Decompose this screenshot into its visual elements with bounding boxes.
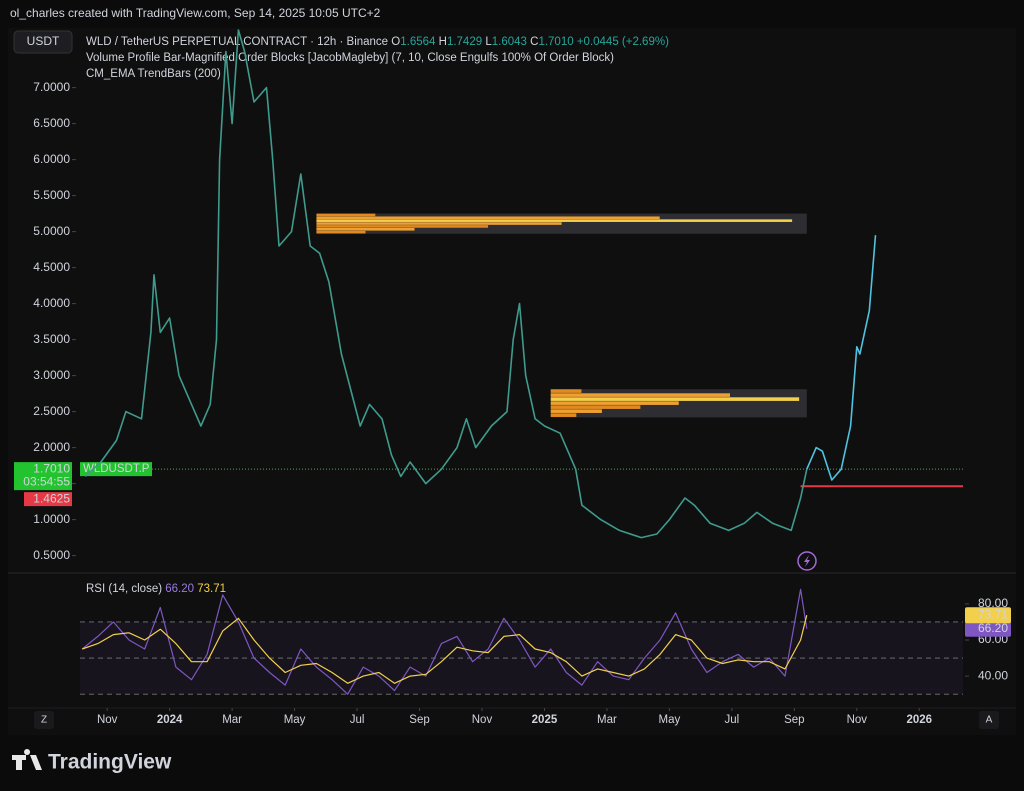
rsi-readout: 66.20 bbox=[165, 583, 194, 595]
readout-badge bbox=[965, 607, 1011, 624]
indicator-label: CM_EMA TrendBars (200) bbox=[86, 68, 221, 80]
profile-bar bbox=[550, 413, 577, 417]
ohlc-value: 1.6564 bbox=[400, 36, 436, 48]
y-tick-label: 3.0000 bbox=[33, 368, 70, 382]
x-tick-label: Mar bbox=[597, 714, 617, 726]
currency-button[interactable] bbox=[13, 30, 73, 54]
rsi-legend: RSI (14, close) 66.20 73.71 bbox=[86, 583, 226, 595]
x-tick-label: May bbox=[659, 714, 681, 726]
logo: TradingView bbox=[12, 749, 172, 774]
profile-bar bbox=[550, 401, 679, 405]
readout-badge-label: 66.20 bbox=[978, 621, 1008, 635]
series-line bbox=[81, 588, 808, 695]
series-line bbox=[82, 615, 808, 684]
ohlc-value: 1.7010 bbox=[538, 36, 573, 48]
profile-bar bbox=[316, 222, 562, 225]
logo-text: TradingView bbox=[48, 751, 172, 774]
profile-bar bbox=[316, 216, 660, 220]
change: +0.0445 (+2.69%) bbox=[577, 36, 669, 48]
x-tick-label: Jul bbox=[725, 714, 740, 726]
y-tick-label: 4.0000 bbox=[33, 296, 70, 310]
ohlc-key: C bbox=[530, 36, 538, 48]
x-tick-label: Jul bbox=[350, 714, 365, 726]
chart-panel bbox=[8, 28, 1016, 735]
y-tick-label: 5.5000 bbox=[33, 188, 70, 202]
y-tick-label: 40.00 bbox=[978, 668, 1008, 682]
profile-bar bbox=[316, 228, 415, 231]
y-tick-label: 2.5000 bbox=[33, 404, 70, 418]
x-tick-label: Sep bbox=[409, 714, 429, 726]
x-tick-label: May bbox=[284, 714, 306, 726]
y-tick-label: 7.0000 bbox=[33, 80, 70, 94]
y-tick-label: 4.5000 bbox=[33, 260, 70, 274]
readout-badge-label: 73.71 bbox=[978, 607, 1008, 621]
profile-bar bbox=[316, 213, 376, 217]
currency-button-label[interactable]: USDT bbox=[27, 34, 60, 48]
x-tick-label: 2026 bbox=[906, 714, 932, 726]
axis-button-label[interactable]: A bbox=[986, 715, 993, 726]
x-tick-label: Nov bbox=[847, 714, 868, 726]
profile-bar bbox=[550, 397, 800, 401]
alert-circle bbox=[797, 551, 817, 571]
symbol-tag-label: WLDUSDT.P bbox=[83, 463, 150, 475]
alert-bolt bbox=[804, 555, 810, 567]
profile-bar bbox=[316, 225, 489, 228]
ohlc-value: 1.6043 bbox=[492, 36, 527, 48]
x-tick-label: Mar bbox=[222, 714, 242, 726]
y-tick-label: 6.5000 bbox=[33, 116, 70, 130]
indicator-label: Volume Profile Bar-Magnified Order Block… bbox=[86, 52, 614, 64]
ohlc-key: H bbox=[439, 36, 447, 48]
profile-bar bbox=[550, 389, 582, 393]
profile-bar bbox=[316, 230, 366, 234]
stop-badge bbox=[24, 492, 72, 507]
last-price-label: 1.7010 bbox=[33, 461, 70, 475]
y-tick-label: 6.0000 bbox=[33, 152, 70, 166]
last-price-badge bbox=[14, 462, 72, 491]
stop-label: 1.4625 bbox=[33, 491, 70, 505]
logo-mark bbox=[12, 749, 42, 770]
y-tick-label: 5.0000 bbox=[33, 224, 70, 238]
series-line bbox=[84, 29, 808, 539]
legend-line: WLD / TetherUS PERPETUAL CONTRACT · 12h … bbox=[86, 36, 669, 48]
y-tick-label: 80.00 bbox=[978, 596, 1008, 610]
rsi-title: RSI (14, close) bbox=[86, 583, 162, 595]
y-tick-label: 2.0000 bbox=[33, 440, 70, 454]
y-tick-label: 1.0000 bbox=[33, 512, 70, 526]
ohlc-key: O bbox=[391, 36, 400, 48]
credit: ol_charles created with TradingView.com,… bbox=[10, 6, 381, 20]
profile-bar bbox=[316, 219, 793, 222]
axis-button[interactable] bbox=[34, 711, 54, 729]
y-tick-label: 3.5000 bbox=[33, 332, 70, 346]
x-tick-label: 2024 bbox=[157, 714, 183, 726]
x-tick-label: Nov bbox=[472, 714, 493, 726]
alert-icon bbox=[797, 551, 817, 571]
ema-readout: 73.71 bbox=[197, 583, 226, 595]
x-tick-label: Sep bbox=[784, 714, 804, 726]
profile-bar bbox=[550, 405, 641, 409]
ohlc-value: 1.7429 bbox=[447, 36, 482, 48]
x-tick-label: 2025 bbox=[532, 714, 558, 726]
series-line bbox=[806, 235, 877, 481]
profile-bar bbox=[550, 393, 730, 397]
x-tick-label: Nov bbox=[97, 714, 118, 726]
y-tick-label: 0.5000 bbox=[33, 548, 70, 562]
profile-bar bbox=[550, 409, 602, 413]
ohlc-key: L bbox=[485, 36, 492, 48]
countdown: 03:54:55 bbox=[23, 474, 70, 488]
axis-button[interactable] bbox=[979, 711, 999, 729]
axis-button-label[interactable]: Z bbox=[41, 715, 47, 726]
readout-badge bbox=[965, 620, 1011, 637]
